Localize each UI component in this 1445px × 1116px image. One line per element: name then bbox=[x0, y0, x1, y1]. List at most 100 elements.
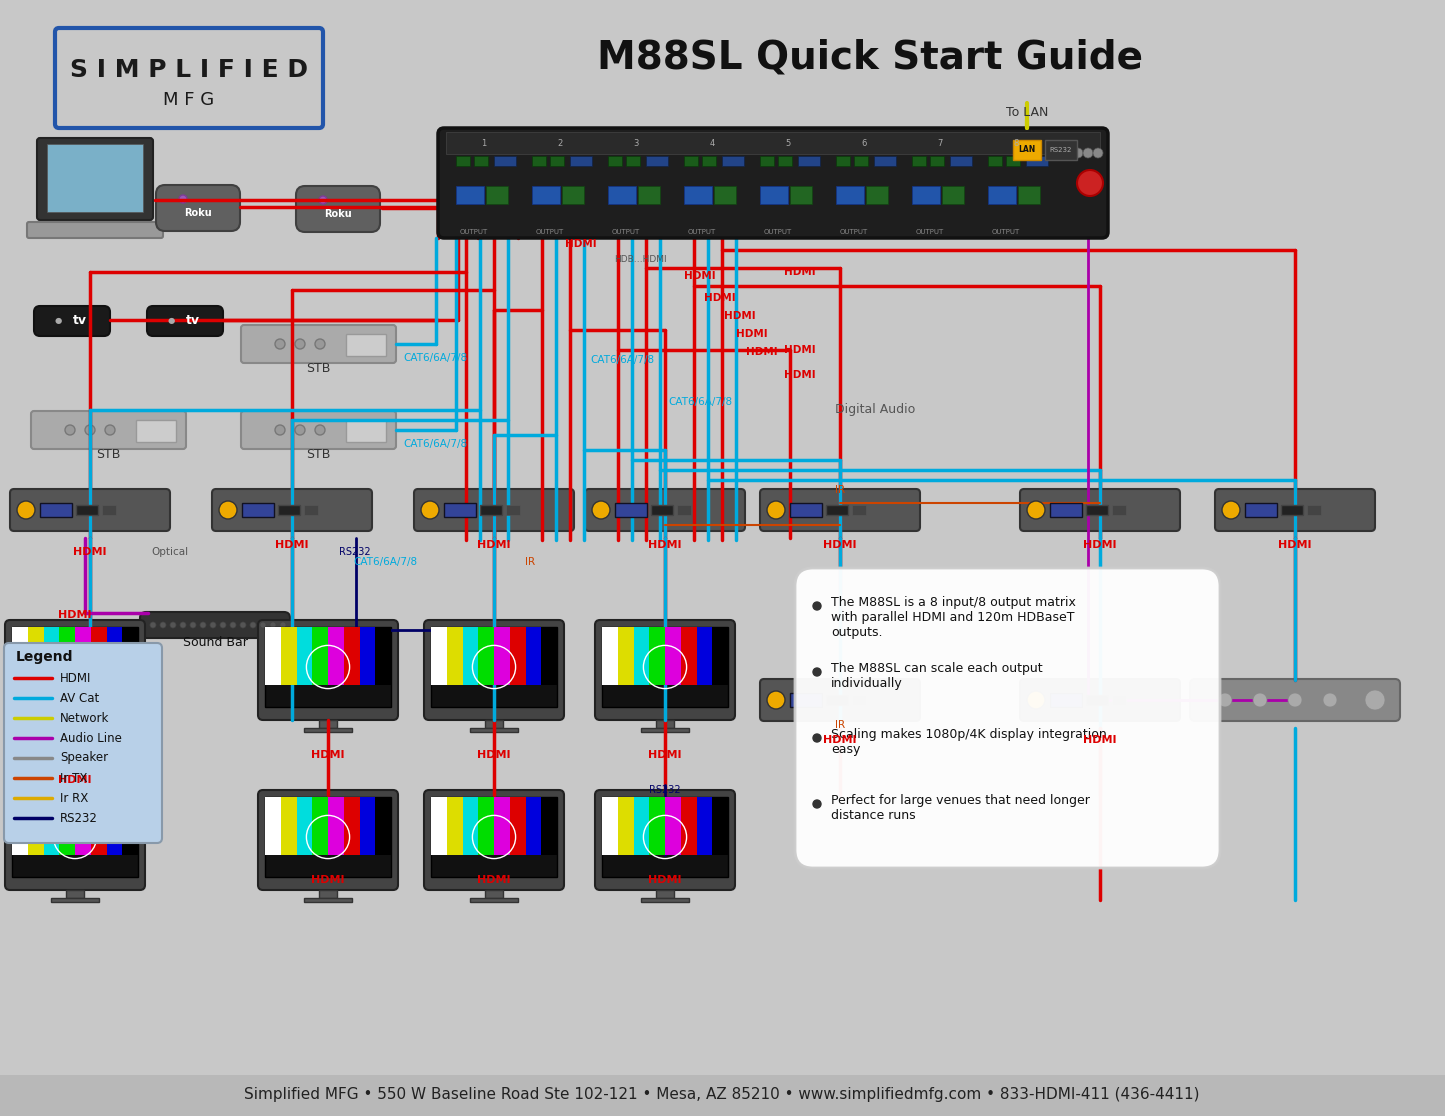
Bar bbox=[1051, 693, 1082, 708]
Text: RS232: RS232 bbox=[649, 785, 681, 795]
Bar bbox=[457, 186, 484, 204]
Text: HDMI: HDMI bbox=[477, 540, 510, 550]
Bar bbox=[665, 627, 681, 684]
Circle shape bbox=[1053, 148, 1064, 158]
FancyBboxPatch shape bbox=[1020, 679, 1181, 721]
Text: The M88SL can scale each output
individually: The M88SL can scale each output individu… bbox=[831, 662, 1043, 690]
Bar bbox=[478, 797, 494, 855]
Circle shape bbox=[240, 622, 246, 628]
Text: Legend: Legend bbox=[16, 650, 74, 664]
Bar bbox=[277, 506, 301, 514]
Text: 5: 5 bbox=[786, 138, 790, 147]
Bar bbox=[66, 720, 84, 728]
Bar bbox=[312, 797, 328, 855]
Bar bbox=[462, 627, 478, 684]
Bar bbox=[681, 797, 696, 855]
Bar bbox=[618, 797, 633, 855]
Bar bbox=[303, 728, 353, 732]
FancyBboxPatch shape bbox=[423, 620, 564, 720]
Text: Speaker: Speaker bbox=[61, 751, 108, 764]
Text: IR: IR bbox=[525, 557, 535, 567]
Bar bbox=[649, 627, 665, 684]
Text: HDMI: HDMI bbox=[736, 329, 767, 339]
Bar bbox=[760, 156, 775, 166]
Text: RS232: RS232 bbox=[1051, 147, 1072, 153]
Text: HDMI: HDMI bbox=[311, 750, 345, 760]
FancyBboxPatch shape bbox=[35, 306, 110, 336]
Text: Optical: Optical bbox=[152, 547, 188, 557]
Circle shape bbox=[814, 800, 821, 808]
Bar bbox=[1051, 503, 1082, 517]
Circle shape bbox=[767, 501, 785, 519]
Text: OUTPUT: OUTPUT bbox=[991, 229, 1020, 235]
Text: Digital Audio: Digital Audio bbox=[835, 404, 915, 416]
Circle shape bbox=[1092, 148, 1103, 158]
Bar bbox=[280, 627, 296, 684]
Bar bbox=[75, 627, 91, 684]
Bar bbox=[827, 695, 848, 705]
Bar bbox=[866, 186, 889, 204]
Bar bbox=[681, 627, 696, 684]
Circle shape bbox=[181, 622, 186, 628]
FancyBboxPatch shape bbox=[156, 185, 240, 231]
Circle shape bbox=[1074, 148, 1082, 158]
Bar bbox=[107, 797, 123, 855]
Circle shape bbox=[1366, 690, 1384, 710]
Bar bbox=[344, 627, 360, 684]
Circle shape bbox=[1222, 501, 1240, 519]
FancyBboxPatch shape bbox=[795, 568, 1220, 868]
Text: tv: tv bbox=[186, 315, 199, 327]
Circle shape bbox=[1218, 693, 1233, 708]
Text: M F G: M F G bbox=[163, 92, 214, 109]
Text: HDMI: HDMI bbox=[724, 311, 756, 321]
Bar bbox=[760, 186, 788, 204]
Bar bbox=[603, 797, 618, 855]
Text: ●: ● bbox=[55, 317, 62, 326]
Circle shape bbox=[592, 501, 610, 519]
Bar bbox=[457, 156, 470, 166]
Circle shape bbox=[1027, 691, 1045, 709]
Bar bbox=[123, 627, 139, 684]
Bar bbox=[280, 797, 296, 855]
Bar bbox=[532, 186, 561, 204]
Bar bbox=[854, 156, 868, 166]
Bar bbox=[12, 797, 139, 877]
Bar bbox=[526, 797, 542, 855]
Bar bbox=[642, 898, 689, 902]
Bar bbox=[136, 420, 176, 442]
Text: HDMI: HDMI bbox=[824, 540, 857, 550]
Bar bbox=[431, 797, 447, 855]
Bar bbox=[27, 627, 43, 684]
Bar bbox=[678, 506, 691, 514]
Text: Perfect for large venues that need longer
distance runs: Perfect for large venues that need longe… bbox=[831, 793, 1090, 822]
Circle shape bbox=[814, 668, 821, 676]
Bar bbox=[447, 627, 462, 684]
FancyBboxPatch shape bbox=[4, 620, 144, 720]
Bar bbox=[474, 156, 488, 166]
Bar bbox=[874, 156, 896, 166]
Circle shape bbox=[85, 425, 95, 435]
Text: Simplified MFG • 550 W Baseline Road Ste 102-121 • Mesa, AZ 85210 • www.simplifi: Simplified MFG • 550 W Baseline Road Ste… bbox=[244, 1087, 1199, 1101]
Text: Roku: Roku bbox=[324, 209, 353, 219]
Bar bbox=[12, 627, 27, 684]
Text: Network: Network bbox=[61, 712, 110, 724]
Bar bbox=[66, 889, 84, 898]
Bar bbox=[696, 797, 712, 855]
Text: HDMI: HDMI bbox=[311, 875, 345, 885]
Circle shape bbox=[260, 622, 266, 628]
Text: OUTPUT: OUTPUT bbox=[611, 229, 640, 235]
Text: M88SL Quick Start Guide: M88SL Quick Start Guide bbox=[597, 39, 1143, 77]
Text: CAT6/6A/7/8: CAT6/6A/7/8 bbox=[590, 355, 655, 365]
Bar bbox=[642, 728, 689, 732]
FancyBboxPatch shape bbox=[585, 489, 746, 531]
Bar bbox=[360, 797, 376, 855]
Bar bbox=[344, 797, 360, 855]
Text: Ir RX: Ir RX bbox=[61, 791, 88, 805]
Bar bbox=[303, 898, 353, 902]
Bar bbox=[51, 728, 100, 732]
Bar bbox=[656, 720, 673, 728]
Text: STB: STB bbox=[306, 362, 331, 375]
Circle shape bbox=[295, 425, 305, 435]
Bar bbox=[616, 503, 647, 517]
Circle shape bbox=[315, 339, 325, 349]
